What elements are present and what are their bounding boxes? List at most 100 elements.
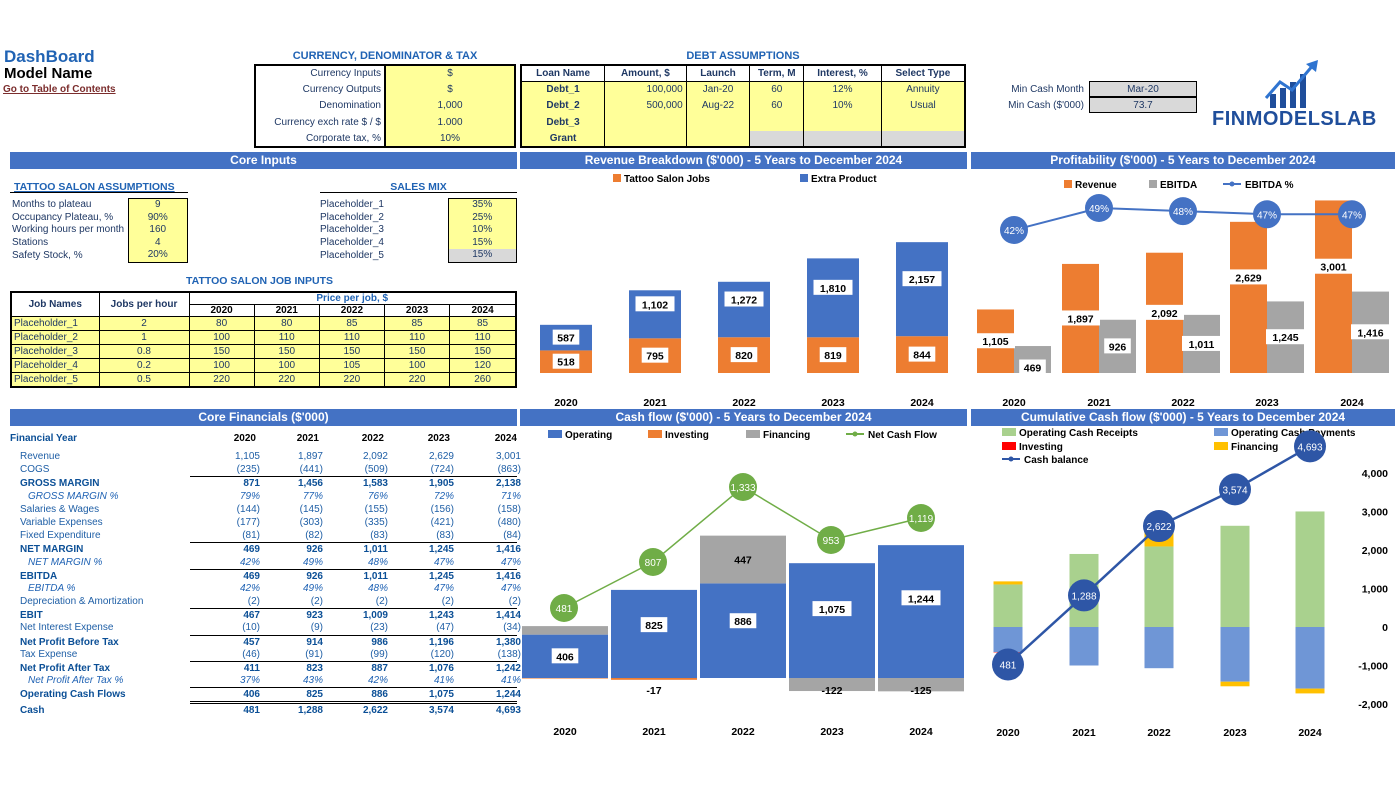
job-value[interactable]: 220 [383, 372, 451, 388]
financial-value: 1,897 [297, 451, 323, 462]
financial-value: 926 [306, 544, 323, 556]
job-inputs-title: TATTOO SALON JOB INPUTS [186, 275, 334, 287]
job-value[interactable]: 120 [449, 358, 517, 373]
job-value[interactable]: 150 [318, 344, 385, 359]
job-value[interactable]: 80 [188, 316, 255, 331]
job-value[interactable]: 0.8 [98, 344, 190, 359]
currency-value[interactable]: 1.000 [384, 114, 515, 131]
job-value[interactable]: 85 [383, 316, 451, 331]
financial-label: EBITDA [20, 570, 58, 582]
debt-cell[interactable] [749, 130, 805, 147]
job-value[interactable]: 110 [318, 330, 385, 345]
debt-cell[interactable]: 500,000 [604, 97, 687, 115]
toc-link[interactable]: Go to Table of Contents [3, 84, 116, 95]
job-value[interactable]: 100 [188, 330, 255, 345]
job-value[interactable]: 260 [449, 372, 517, 388]
debt-cell[interactable] [881, 130, 966, 147]
debt-cell[interactable]: 100,000 [604, 81, 687, 98]
job-value[interactable]: 150 [253, 344, 320, 359]
profit-label-revenue-bg [1145, 304, 1184, 320]
debt-cell[interactable] [803, 130, 882, 147]
net-cash-flow-label: 807 [645, 558, 662, 569]
job-row: Placeholder_1 2 80 80 85 85 85 [10, 316, 517, 331]
debt-cell[interactable]: 10% [803, 97, 882, 115]
assumptions-value[interactable]: 20% [127, 249, 188, 263]
debt-cell[interactable] [749, 114, 805, 131]
debt-cell[interactable]: Jan-20 [686, 81, 751, 98]
financial-value: 49% [302, 556, 323, 568]
cum-x-tick: 2022 [1147, 727, 1171, 739]
debt-cell[interactable]: Usual [881, 97, 966, 115]
debt-cell[interactable] [604, 114, 687, 131]
cf-label-operating-bg [551, 648, 579, 664]
job-value[interactable]: 110 [253, 330, 320, 345]
debt-cell[interactable]: 60 [749, 97, 805, 115]
job-value[interactable]: 150 [188, 344, 255, 359]
job-value[interactable]: 100 [383, 358, 451, 373]
job-value[interactable]: 85 [449, 316, 517, 331]
assumptions-value[interactable]: 4 [127, 236, 188, 250]
job-value[interactable]: 0.5 [98, 372, 190, 388]
currency-value[interactable]: $ [384, 65, 515, 82]
debt-cell[interactable] [803, 114, 882, 131]
sales_mix-value[interactable]: 10% [447, 224, 517, 237]
job-year: 2024 [449, 304, 517, 317]
net-cash-flow-marker [639, 548, 667, 576]
currency-value[interactable]: 1,000 [384, 97, 515, 115]
job-value[interactable]: 2 [98, 316, 190, 331]
debt-cell[interactable]: 60 [749, 81, 805, 98]
currency-value[interactable]: 10% [384, 130, 515, 147]
debt-cell[interactable] [686, 114, 751, 131]
job-value[interactable]: 150 [383, 344, 451, 359]
job-value[interactable]: 110 [383, 330, 451, 345]
debt-cell[interactable]: Annuity [881, 81, 966, 98]
financial-row: EBITDA % 42% 49% 48% 47% 47% [10, 582, 521, 595]
debt-cell[interactable]: Aug-22 [686, 97, 751, 115]
debt-cell[interactable] [881, 114, 966, 131]
financial-value: (724) [430, 464, 454, 476]
debt-header: Loan Name [520, 64, 606, 82]
job-value[interactable]: 110 [449, 330, 517, 345]
job-year: 2021 [253, 304, 320, 317]
job-year: 2020 [188, 304, 255, 317]
job-value[interactable]: 1 [98, 330, 190, 345]
financial-value: 1,244 [495, 689, 521, 701]
financial-value: 1,076 [428, 663, 454, 674]
revenue-x-tick: 2022 [732, 397, 756, 408]
job-value[interactable]: 220 [318, 372, 385, 388]
revenue-label-extra-bg [635, 296, 675, 312]
financial-value: 47% [433, 582, 454, 594]
job-value[interactable]: 220 [188, 372, 255, 388]
revenue-label-jobs-bg [819, 347, 847, 363]
financial-label: EBITDA % [28, 582, 76, 594]
financials-table: Financial Year 2020 2021 2022 2023 2024 Revenu… [10, 432, 521, 716]
job-value[interactable]: 80 [253, 316, 320, 331]
sales_mix-value[interactable]: 25% [447, 211, 517, 225]
assumptions-value[interactable]: 9 [127, 197, 188, 212]
assumptions-value[interactable]: 90% [127, 211, 188, 225]
job-value[interactable]: 85 [318, 316, 385, 331]
sales_mix-value[interactable]: 15% [447, 249, 517, 263]
financial-value: 923 [306, 610, 323, 622]
sales_mix-value[interactable]: 35% [447, 197, 517, 212]
debt-cell[interactable]: 12% [803, 81, 882, 98]
financial-value: 71% [500, 490, 521, 502]
debt-cell[interactable] [604, 130, 687, 147]
job-value[interactable]: 100 [253, 358, 320, 373]
job-value[interactable]: 0.2 [98, 358, 190, 373]
currency-value[interactable]: $ [384, 81, 515, 98]
financial-row: Operating Cash Flows 406 825 886 1,075 1,244 [20, 687, 521, 700]
financial-year-label: Financial Year [10, 433, 78, 444]
net-cash-flow-marker [729, 473, 757, 501]
job-value[interactable]: 100 [188, 358, 255, 373]
job-value[interactable]: 105 [318, 358, 385, 373]
job-value[interactable]: 150 [449, 344, 517, 359]
job-value[interactable]: 220 [253, 372, 320, 388]
sales_mix-value[interactable]: 15% [447, 236, 517, 250]
ebitda-pct-label: 42% [1004, 226, 1024, 237]
financial-value: 42% [239, 556, 260, 568]
legend-label: Revenue [1075, 180, 1117, 191]
cumulative-chart: Operating Cash Receipts Operating Cash Pa… [992, 428, 1388, 739]
assumptions-value[interactable]: 160 [127, 224, 188, 237]
debt-cell[interactable] [686, 130, 751, 147]
